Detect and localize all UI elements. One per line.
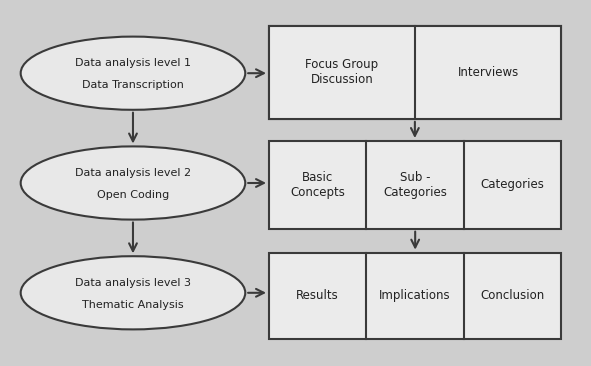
Text: Data analysis level 3: Data analysis level 3 xyxy=(75,277,191,288)
FancyBboxPatch shape xyxy=(269,26,561,119)
Ellipse shape xyxy=(21,146,245,220)
Text: Thematic Analysis: Thematic Analysis xyxy=(82,299,184,310)
Text: Data analysis level 2: Data analysis level 2 xyxy=(75,168,191,178)
FancyBboxPatch shape xyxy=(269,253,561,339)
Text: Sub -
Categories: Sub - Categories xyxy=(383,171,447,199)
Text: Conclusion: Conclusion xyxy=(480,289,545,302)
Text: Results: Results xyxy=(296,289,339,302)
Ellipse shape xyxy=(21,256,245,329)
Text: Data analysis level 1: Data analysis level 1 xyxy=(75,58,191,68)
FancyBboxPatch shape xyxy=(269,141,561,229)
Text: Data Transcription: Data Transcription xyxy=(82,80,184,90)
Text: Categories: Categories xyxy=(480,178,545,191)
Text: Focus Group
Discussion: Focus Group Discussion xyxy=(306,58,378,86)
Ellipse shape xyxy=(21,37,245,110)
Text: Open Coding: Open Coding xyxy=(97,190,169,200)
Text: Implications: Implications xyxy=(379,289,451,302)
Text: Interviews: Interviews xyxy=(457,66,519,79)
Text: Basic
Concepts: Basic Concepts xyxy=(290,171,345,199)
FancyBboxPatch shape xyxy=(269,26,561,119)
